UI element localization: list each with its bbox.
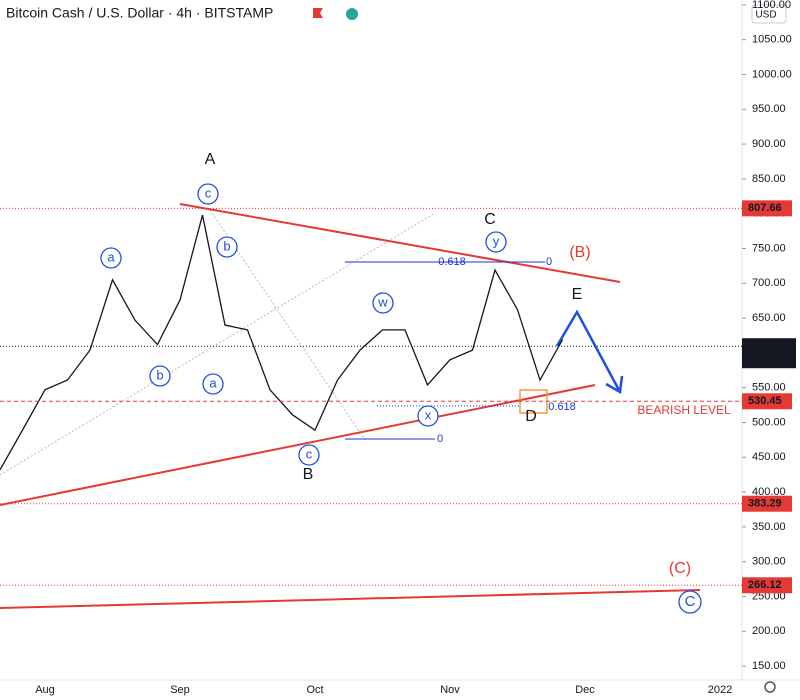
- y-tick-label: 850.00: [752, 173, 786, 185]
- circled-label: a: [209, 375, 217, 390]
- level-label: 807.66: [748, 202, 782, 214]
- y-tick-label: 550.00: [752, 382, 786, 394]
- wave-circle: [216, 236, 238, 258]
- y-tick-label: 750.00: [752, 242, 786, 254]
- settings-icon[interactable]: [764, 681, 776, 693]
- circled-label: c: [205, 185, 212, 200]
- x-tick-label: Nov: [440, 684, 460, 696]
- y-tick-label: 1100.00: [752, 0, 791, 11]
- y-tick-label: 450.00: [752, 451, 786, 463]
- level-tag: [742, 495, 792, 512]
- y-tick-label: 900.00: [752, 138, 786, 150]
- trend-line: [0, 589, 701, 609]
- circled-label: x: [425, 407, 432, 422]
- bearish-label: BEARISH LEVEL: [637, 403, 731, 417]
- fib-label: 0: [437, 433, 443, 445]
- level-tag: [742, 393, 792, 410]
- last-price-tag: [742, 338, 796, 369]
- level-label: 383.29: [748, 498, 782, 510]
- wave-label: A: [205, 151, 216, 168]
- trend-line: [179, 203, 621, 283]
- degree-label: (B): [569, 244, 590, 261]
- wave-label: B: [303, 466, 314, 483]
- wave-circle: [298, 444, 320, 466]
- currency-label: USD: [755, 10, 776, 21]
- wave-circle: [149, 365, 171, 387]
- level-label: 530.45: [748, 395, 782, 407]
- x-tick-label: Aug: [35, 684, 55, 696]
- circled-label: C: [685, 593, 696, 610]
- fib-label: 0: [546, 256, 552, 268]
- wave-label: C: [484, 211, 496, 228]
- x-tick-label: Oct: [306, 684, 323, 696]
- x-tick-label: 2022: [708, 684, 732, 696]
- y-tick-label: 1000.00: [752, 68, 792, 80]
- y-tick-label: 250.00: [752, 590, 786, 602]
- wave-circle: [678, 590, 702, 614]
- wave-circle: [417, 405, 439, 427]
- level-label: 266.12: [748, 579, 782, 591]
- circled-label: c: [306, 446, 313, 461]
- y-tick-label: 350.00: [752, 521, 786, 533]
- trend-line: [0, 384, 596, 506]
- y-tick-label: 150.00: [752, 660, 786, 672]
- wave-circle: [485, 231, 507, 253]
- wave-circle: [100, 247, 122, 269]
- wave-circle: [197, 183, 219, 205]
- price-line: [0, 214, 564, 471]
- last-price-label: 609.57: [748, 340, 782, 352]
- level-tag: [742, 200, 792, 217]
- circled-label: w: [377, 294, 388, 309]
- y-tick-label: 650.00: [752, 312, 786, 324]
- wave-label: D: [525, 408, 537, 425]
- circled-label: y: [493, 233, 500, 248]
- circled-label: b: [156, 367, 163, 382]
- circled-label: a: [107, 249, 115, 264]
- y-tick-label: 500.00: [752, 416, 786, 428]
- y-tick-label: 1050.00: [752, 34, 792, 46]
- guide-line: [0, 212, 436, 476]
- projection-arrow: [555, 309, 624, 395]
- circled-label: b: [223, 238, 230, 253]
- y-tick-label: 950.00: [752, 103, 786, 115]
- y-tick-label: 200.00: [752, 625, 786, 637]
- wave-circle: [372, 292, 394, 314]
- degree-label: (C): [669, 560, 691, 577]
- countdown: 01:14:18: [748, 354, 791, 366]
- y-tick-label: 400.00: [752, 486, 786, 498]
- y-tick-label: 300.00: [752, 556, 786, 568]
- fib-label: 0.618: [438, 256, 466, 268]
- wave-circle: [202, 373, 224, 395]
- x-tick-label: Sep: [170, 684, 190, 696]
- flag-icon[interactable]: [313, 8, 323, 18]
- wave-label: E: [572, 286, 583, 303]
- chart-title: Bitcoin Cash / U.S. Dollar · 4h · BITSTA…: [6, 5, 273, 21]
- status-icon[interactable]: [346, 8, 358, 20]
- currency-button[interactable]: [751, 4, 787, 24]
- x-tick-label: Dec: [575, 684, 595, 696]
- y-tick-label: 700.00: [752, 277, 786, 289]
- fib-label: 0.618: [548, 401, 576, 413]
- level-tag: [742, 577, 792, 594]
